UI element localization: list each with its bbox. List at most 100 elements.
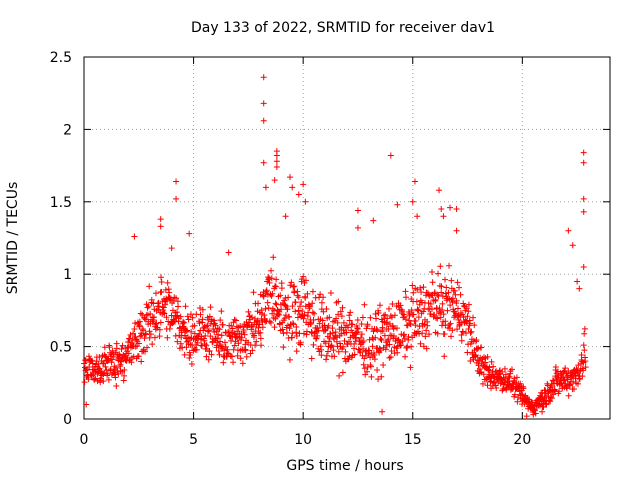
- data-point: [204, 328, 211, 335]
- data-point: [375, 309, 382, 316]
- data-point: [373, 326, 380, 333]
- data-point: [511, 391, 518, 398]
- data-point: [188, 328, 195, 335]
- data-point: [476, 366, 483, 373]
- data-point: [316, 320, 323, 327]
- data-point: [580, 149, 587, 156]
- data-point: [126, 335, 133, 342]
- data-point: [150, 314, 157, 321]
- data-point: [132, 343, 139, 350]
- data-point: [493, 384, 500, 391]
- data-point: [412, 318, 419, 325]
- data-point: [323, 356, 330, 363]
- data-point: [409, 198, 416, 205]
- data-point: [121, 367, 128, 374]
- data-point: [108, 359, 115, 366]
- data-point: [402, 353, 409, 360]
- data-point: [109, 356, 116, 363]
- data-point: [449, 295, 456, 302]
- data-point: [163, 314, 170, 321]
- data-point: [441, 353, 448, 360]
- data-point: [216, 326, 223, 333]
- data-point: [210, 326, 217, 333]
- data-point: [451, 287, 458, 294]
- data-point: [273, 152, 280, 159]
- data-point: [388, 348, 395, 355]
- data-point: [443, 284, 450, 291]
- data-point: [282, 302, 289, 309]
- data-point: [335, 298, 342, 305]
- data-point: [191, 322, 198, 329]
- data-point: [184, 313, 191, 320]
- data-point: [121, 353, 128, 360]
- data-point: [406, 310, 413, 317]
- data-point: [537, 395, 544, 402]
- data-point: [380, 361, 387, 368]
- data-point: [266, 279, 273, 286]
- data-point: [253, 338, 260, 345]
- data-point: [270, 254, 277, 261]
- data-point: [121, 372, 128, 379]
- data-point: [434, 315, 441, 322]
- data-point: [354, 316, 361, 323]
- data-point: [543, 401, 550, 408]
- data-point: [83, 401, 90, 408]
- data-point: [421, 305, 428, 312]
- data-point: [409, 282, 416, 289]
- data-point: [520, 385, 527, 392]
- data-point: [267, 319, 274, 326]
- data-point: [101, 360, 108, 367]
- data-point: [345, 324, 352, 331]
- data-point: [465, 326, 472, 333]
- data-point: [272, 300, 279, 307]
- data-point: [438, 283, 445, 290]
- y-tick-label: 2.5: [50, 50, 72, 66]
- data-point: [349, 321, 356, 328]
- data-point: [379, 327, 386, 334]
- data-point: [393, 325, 400, 332]
- data-point: [427, 300, 434, 307]
- data-point: [459, 328, 466, 335]
- data-point: [367, 314, 374, 321]
- data-point: [231, 316, 238, 323]
- data-point: [310, 316, 317, 323]
- data-point: [485, 367, 492, 374]
- data-point: [199, 316, 206, 323]
- data-point: [472, 352, 479, 359]
- data-point: [268, 267, 275, 274]
- data-point: [565, 227, 572, 234]
- data-point: [145, 303, 152, 310]
- data-point: [228, 337, 235, 344]
- data-point: [113, 364, 120, 371]
- data-point: [385, 305, 392, 312]
- data-point: [260, 74, 267, 81]
- chart-title: Day 133 of 2022, SRMTID for receiver dav…: [191, 20, 495, 36]
- data-point: [287, 282, 294, 289]
- data-point: [308, 355, 315, 362]
- data-point: [575, 362, 582, 369]
- data-point: [191, 330, 198, 337]
- data-point: [249, 323, 256, 330]
- data-point: [177, 324, 184, 331]
- data-point: [314, 332, 321, 339]
- data-point: [280, 344, 287, 351]
- data-point: [385, 325, 392, 332]
- data-point: [273, 158, 280, 165]
- data-point: [580, 159, 587, 166]
- data-point: [272, 283, 279, 290]
- data-point: [463, 305, 470, 312]
- data-point: [398, 342, 405, 349]
- data-point: [359, 339, 366, 346]
- data-point: [428, 306, 435, 313]
- data-point: [565, 392, 572, 399]
- data-point: [397, 302, 404, 309]
- data-point: [580, 342, 587, 349]
- data-point: [326, 338, 333, 345]
- data-point: [335, 311, 342, 318]
- data-point: [166, 289, 173, 296]
- data-point: [407, 364, 414, 371]
- data-point: [468, 328, 475, 335]
- data-point: [272, 283, 279, 290]
- data-point: [320, 294, 327, 301]
- data-point: [569, 242, 576, 249]
